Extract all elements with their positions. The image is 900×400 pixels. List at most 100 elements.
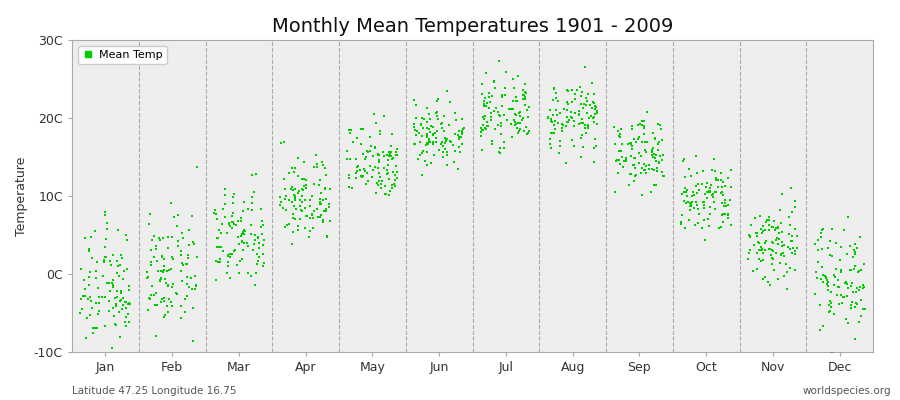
Point <box>178 261 193 268</box>
Point <box>437 135 452 141</box>
Point <box>389 149 403 156</box>
Point <box>756 276 770 282</box>
Point <box>653 126 668 133</box>
Point <box>843 266 858 273</box>
Point <box>788 248 802 255</box>
Point <box>222 274 237 281</box>
Point <box>440 152 454 158</box>
Point <box>715 224 729 230</box>
Point <box>184 274 198 281</box>
Point <box>386 181 400 187</box>
Point <box>319 196 333 202</box>
Point <box>95 294 110 300</box>
Point <box>233 258 248 264</box>
Point <box>643 166 657 172</box>
Point <box>165 234 179 240</box>
Point <box>158 255 172 262</box>
Point <box>623 171 637 177</box>
Point <box>702 188 716 195</box>
Point <box>826 311 841 318</box>
Point <box>185 338 200 344</box>
Point <box>578 122 592 128</box>
Point <box>149 333 164 339</box>
Point <box>766 223 780 230</box>
Point <box>417 116 431 122</box>
Point <box>415 172 429 178</box>
Point <box>141 295 156 301</box>
Point <box>624 139 638 146</box>
Point <box>360 170 374 176</box>
Point <box>349 175 364 181</box>
Point <box>784 184 798 191</box>
Point <box>254 224 268 230</box>
Point <box>208 207 222 214</box>
Point <box>770 250 784 256</box>
Point <box>340 148 355 154</box>
Point <box>147 232 161 239</box>
Point <box>632 149 646 156</box>
Point <box>360 148 374 154</box>
Point <box>213 230 228 236</box>
Point <box>422 139 436 145</box>
Point <box>840 281 854 287</box>
Point <box>382 176 396 182</box>
Point <box>420 162 435 168</box>
Point <box>476 101 491 107</box>
Point <box>356 172 371 179</box>
Point <box>622 182 636 188</box>
Point <box>760 279 775 286</box>
Point <box>565 99 580 105</box>
Point <box>652 153 667 159</box>
Point <box>512 126 526 132</box>
Point <box>815 279 830 285</box>
Point <box>627 172 642 179</box>
Point <box>169 290 184 296</box>
Point <box>292 197 307 203</box>
Point <box>162 296 176 302</box>
Point <box>157 269 171 276</box>
Point <box>782 230 796 237</box>
Point <box>225 219 239 225</box>
Point <box>554 121 569 127</box>
Point <box>157 298 171 304</box>
Point <box>686 189 700 195</box>
Point <box>707 156 722 162</box>
Point <box>651 121 665 128</box>
Point <box>322 200 337 207</box>
Point <box>506 98 520 104</box>
Point <box>413 139 428 146</box>
Point <box>243 222 257 228</box>
Point <box>210 244 224 250</box>
Point <box>760 216 774 223</box>
Point <box>436 149 450 156</box>
Point <box>155 296 169 302</box>
Point <box>612 132 626 139</box>
Point <box>429 98 444 104</box>
Point <box>158 276 172 282</box>
Point <box>177 309 192 316</box>
Point <box>274 194 288 200</box>
Point <box>190 254 204 260</box>
Point <box>244 273 258 280</box>
Point <box>286 215 301 221</box>
Point <box>756 250 770 256</box>
Text: Latitude 47.25 Longitude 16.75: Latitude 47.25 Longitude 16.75 <box>72 386 237 396</box>
Point <box>176 235 191 241</box>
Point <box>512 113 526 120</box>
Point <box>213 256 228 262</box>
Point <box>850 269 865 275</box>
Point <box>484 110 499 116</box>
Point <box>579 102 593 108</box>
Point <box>442 121 456 128</box>
Point <box>814 276 828 282</box>
Point <box>381 170 395 177</box>
Point <box>645 148 660 155</box>
Point <box>790 233 805 239</box>
Point <box>153 237 167 243</box>
Point <box>440 136 454 142</box>
Point <box>407 121 421 127</box>
Point <box>454 134 469 140</box>
Point <box>833 269 848 275</box>
Point <box>572 121 586 128</box>
Point <box>848 249 862 256</box>
